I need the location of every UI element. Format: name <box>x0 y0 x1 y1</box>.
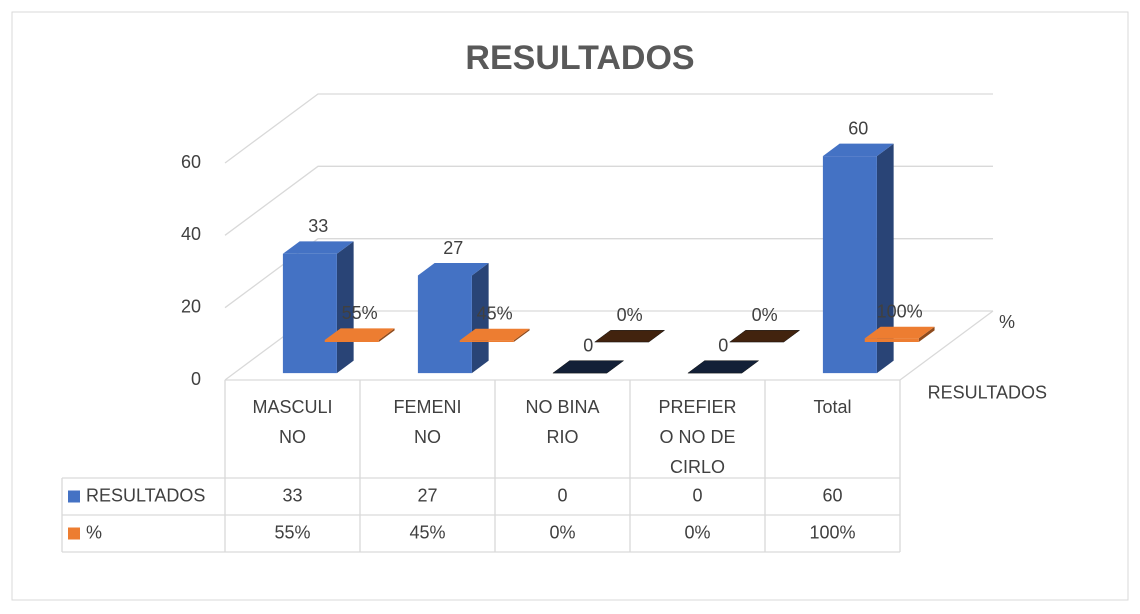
bar <box>593 330 666 343</box>
bar <box>417 263 489 374</box>
depth-axis-label: RESULTADOS <box>928 383 1047 403</box>
bar-top <box>728 330 801 343</box>
bar <box>864 326 935 343</box>
table-cell: 60 <box>822 485 842 505</box>
bar-side <box>876 143 894 374</box>
y-tick-label: 40 <box>181 224 201 244</box>
bar-top <box>282 241 354 254</box>
bar <box>459 328 530 343</box>
category-label: FEMENINO <box>393 397 462 447</box>
bar-front <box>417 275 472 374</box>
data-label: 100% <box>877 301 923 321</box>
chart-title: RESULTADOS <box>465 39 694 77</box>
bar-side <box>378 328 395 343</box>
table-header-cell: PREFIERO NO DECIRLO <box>658 397 737 477</box>
y-tick-label: 0 <box>191 369 201 389</box>
legend-label: % <box>86 522 102 542</box>
bar-front <box>324 340 379 343</box>
table-cell: 45% <box>409 522 445 542</box>
table-cell: 27 <box>417 485 437 505</box>
bar <box>687 360 760 374</box>
bar-front <box>459 340 514 343</box>
bar <box>324 328 395 343</box>
data-label: 55% <box>342 303 378 323</box>
grid-line <box>224 165 993 236</box>
data-label: 45% <box>477 303 513 323</box>
table-header-cell: MASCULINO <box>252 397 333 447</box>
bar-top <box>687 360 760 374</box>
table-cell: 0% <box>549 522 575 542</box>
data-label: 0% <box>752 305 778 325</box>
bar <box>822 143 894 374</box>
grid-line <box>224 238 993 309</box>
table-header-cell: NO BINARIO <box>525 397 600 447</box>
bar <box>728 330 801 343</box>
bar-top <box>822 143 894 157</box>
legend-swatch <box>68 527 80 540</box>
y-tick-label: 60 <box>181 152 201 172</box>
category-label: Total <box>813 397 852 417</box>
bar-front <box>864 338 919 343</box>
bar-top <box>459 328 530 341</box>
bar-side <box>471 263 489 374</box>
bar-top <box>864 326 935 339</box>
table-cell: 0 <box>557 485 567 505</box>
bar-top <box>324 328 395 341</box>
legend-label: RESULTADOS <box>86 485 205 505</box>
y-tick-label: 20 <box>181 296 201 316</box>
table-cell: 33 <box>282 485 302 505</box>
bar-front <box>822 156 877 374</box>
bar-front <box>282 253 337 374</box>
bar <box>552 360 625 374</box>
depth-axis-label: % <box>999 312 1015 332</box>
chart-border <box>11 11 1129 601</box>
category-label: MASCULINO <box>252 397 333 447</box>
data-label: 60 <box>848 118 868 138</box>
table-cell: 55% <box>274 522 310 542</box>
data-label: 0 <box>718 335 728 355</box>
bar-top <box>552 360 625 374</box>
data-label: 27 <box>443 238 463 258</box>
table-header-cell: Total <box>813 397 852 417</box>
data-label: 33 <box>308 216 328 236</box>
category-label: NO BINARIO <box>525 397 600 447</box>
table-cell: 0 <box>692 485 702 505</box>
grid-line <box>224 93 993 164</box>
bar-side <box>918 326 935 343</box>
bar-top <box>593 330 666 343</box>
legend-swatch <box>68 490 80 503</box>
table-cell: 0% <box>684 522 710 542</box>
category-label: PREFIERO NO DECIRLO <box>658 397 737 477</box>
table-header-cell: FEMENINO <box>393 397 462 447</box>
table-cell: 100% <box>809 522 855 542</box>
bar-top <box>417 263 489 276</box>
bar-side <box>513 328 530 343</box>
data-label: 0% <box>617 305 643 325</box>
data-label: 0 <box>583 335 593 355</box>
